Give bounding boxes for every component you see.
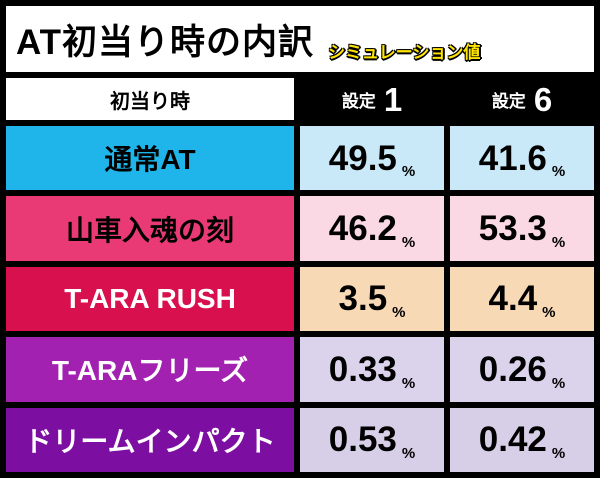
value-cell-tara-rush-setting6: 4.4 %	[450, 266, 594, 332]
row-label-tara-freeze: T-ARAフリーズ	[6, 337, 294, 402]
value-number: 3.5	[338, 279, 388, 319]
percent-unit: %	[401, 374, 416, 392]
setting-6-prefix: 設定	[491, 91, 526, 111]
value-number: 0.53	[328, 420, 397, 460]
page-title: AT初当り時の内訳	[16, 22, 315, 62]
value-number: 0.33	[328, 349, 397, 389]
setting-1-prefix: 設定	[341, 91, 376, 111]
value-number: 53.3	[478, 209, 547, 249]
percent-unit: %	[401, 233, 416, 251]
row-label-dashi-nyukon: 山車入魂の刻	[6, 196, 294, 261]
value-number: 4.4	[488, 279, 538, 319]
percent-unit: %	[392, 304, 406, 322]
row-label-tara-rush: T-ARA RUSH	[6, 266, 294, 332]
value-cell-tara-rush-setting1: 3.5 %	[300, 266, 444, 332]
header-cell-category: 初当り時	[6, 78, 294, 120]
value-cell-dashi-setting6: 53.3 %	[450, 196, 594, 261]
value-cell-dream-impact-setting6: 0.42 %	[450, 407, 594, 472]
value-number: 46.2	[328, 209, 397, 249]
header-cell-setting-6: 設定 6	[450, 78, 594, 120]
value-number: 49.5	[328, 138, 397, 178]
percent-unit: %	[401, 445, 416, 462]
simulation-value-label: シミュレーション値	[328, 43, 481, 62]
row-label-normal-at: 通常AT	[6, 126, 294, 191]
value-cell-dream-impact-setting1: 0.53 %	[300, 407, 444, 472]
title-bar: AT初当り時の内訳 シミュレーション値	[6, 6, 594, 72]
value-number: 0.26	[478, 349, 547, 389]
value-number: 0.42	[478, 420, 547, 460]
setting-6-number: 6	[533, 80, 553, 118]
value-cell-normal-at-setting6: 41.6 %	[450, 126, 594, 191]
value-number: 41.6	[478, 138, 547, 178]
percent-unit: %	[401, 163, 416, 181]
percent-unit: %	[551, 233, 566, 251]
percent-unit: %	[551, 445, 566, 462]
row-label-dream-impact: ドリームインパクト	[6, 407, 294, 472]
value-cell-normal-at-setting1: 49.5 %	[300, 126, 444, 191]
setting-1-number: 1	[383, 80, 403, 118]
value-cell-tara-freeze-setting6: 0.26 %	[450, 337, 594, 402]
value-cell-dashi-setting1: 46.2 %	[300, 196, 444, 261]
header-cell-setting-1: 設定 1	[300, 78, 444, 120]
percent-unit: %	[551, 163, 566, 181]
percent-unit: %	[542, 304, 556, 322]
percent-unit: %	[551, 374, 566, 392]
value-cell-tara-freeze-setting1: 0.33 %	[300, 337, 444, 402]
breakdown-table: 初当り時 設定 1 設定 6 通常AT 49.5 % 41.6 % 山車入魂の刻…	[6, 78, 594, 472]
